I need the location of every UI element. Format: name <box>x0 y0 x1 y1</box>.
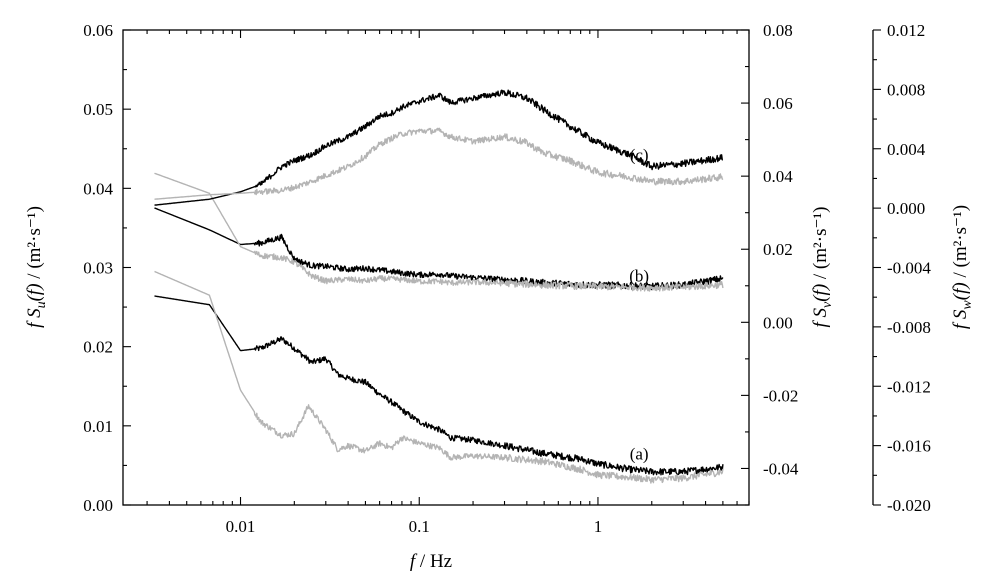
left-tick-label: 0.03 <box>83 259 113 278</box>
series-line-u-0 <box>154 295 724 476</box>
left-tick-label: 0.04 <box>83 179 113 198</box>
series-line-w-5 <box>154 127 724 200</box>
right-tick-label: 0.06 <box>763 94 793 113</box>
curve-label: (c) <box>630 146 649 165</box>
right-tick-label: 0.00 <box>763 313 793 332</box>
far-right-tick-label: -0.004 <box>887 259 931 278</box>
far-right-tick-label: -0.012 <box>887 377 931 396</box>
series-line-v-2 <box>154 207 724 291</box>
right-axis-title: f Sv(f) / (m²·s⁻¹) <box>810 206 835 327</box>
right-tick-label: -0.02 <box>763 386 798 405</box>
left-tick-label: 0.00 <box>83 496 113 515</box>
series-layer <box>154 89 724 484</box>
far-right-tick-label: 0.000 <box>887 199 925 218</box>
right-tick-label: 0.04 <box>763 167 793 186</box>
left-axis-title: f Su(f) / (m²·s⁻¹) <box>24 206 49 328</box>
far-right-tick-label: 0.008 <box>887 80 925 99</box>
x-axis-title: f / Hz <box>410 551 452 572</box>
left-tick-label: 0.02 <box>83 338 113 357</box>
right-tick-label: -0.04 <box>763 459 799 478</box>
plot-frame <box>122 29 750 506</box>
label-layer: 0.01 0.1 1 f / Hz 0.00 0.01 0.02 0.03 0.04 0.05 0.… <box>24 21 975 572</box>
series-line-v-3 <box>154 172 724 292</box>
far-right-tick-label: 0.012 <box>887 21 925 40</box>
left-tick-label: 0.05 <box>83 100 113 119</box>
far-right-tick-label: -0.008 <box>887 318 931 337</box>
series-line-w-4 <box>154 89 723 206</box>
curve-label: (a) <box>630 445 649 464</box>
left-tick-label: 0.06 <box>83 21 113 40</box>
curve-label: (b) <box>629 267 649 286</box>
far-right-axis-title: f Sw(f) / (m²·s⁻¹) <box>950 205 975 329</box>
far-right-tick-label: 0.004 <box>887 140 926 159</box>
right-tick-label: 0.08 <box>763 21 793 40</box>
series-line-u-1 <box>154 270 724 484</box>
x-tick-label: 1 <box>594 517 603 536</box>
axes-layer <box>122 29 881 506</box>
x-tick-label: 0.1 <box>409 517 430 536</box>
far-right-tick-label: -0.020 <box>887 496 931 515</box>
left-tick-label: 0.01 <box>83 417 113 436</box>
x-tick-label: 0.01 <box>226 517 256 536</box>
far-right-tick-label: -0.016 <box>887 437 931 456</box>
right-tick-label: 0.02 <box>763 240 793 259</box>
